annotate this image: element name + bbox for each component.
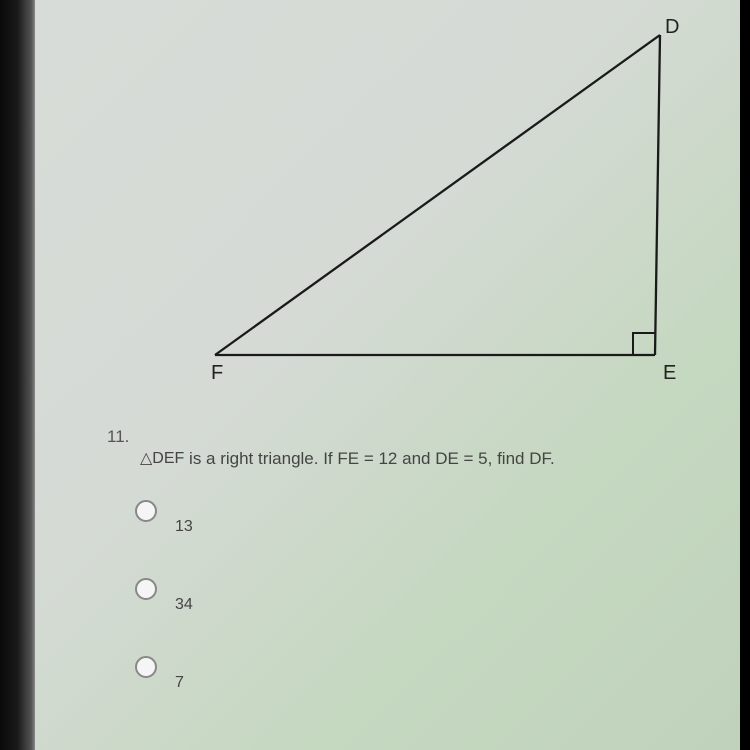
segment-ed <box>655 35 660 355</box>
triangle-diagram: D E F <box>195 15 705 385</box>
option-label: 34 <box>175 596 193 614</box>
question-number: 11. <box>107 427 129 447</box>
vertex-label-d: D <box>665 16 679 38</box>
question-text: △DEF is a right triangle. If FE = 12 and… <box>140 448 555 469</box>
radio-icon[interactable] <box>135 656 157 678</box>
question-body: is a right triangle. If FE = 12 and DE =… <box>184 449 554 468</box>
radio-icon[interactable] <box>135 578 157 600</box>
option-2[interactable]: 34 <box>135 578 193 614</box>
option-1[interactable]: 13 <box>135 500 193 536</box>
answer-options: 13 34 7 <box>135 500 193 734</box>
option-label: 13 <box>175 518 193 536</box>
right-angle-marker <box>633 333 655 355</box>
screen-content: D E F 11. △DEF is a right triangle. If F… <box>35 0 740 750</box>
option-3[interactable]: 7 <box>135 656 193 692</box>
triangle-symbol: △DEF <box>140 450 184 467</box>
vertex-label-e: E <box>663 362 676 384</box>
vertex-label-f: F <box>211 362 223 384</box>
radio-icon[interactable] <box>135 500 157 522</box>
segment-fd <box>215 35 660 355</box>
monitor-bezel <box>0 0 35 750</box>
option-label: 7 <box>175 674 184 692</box>
